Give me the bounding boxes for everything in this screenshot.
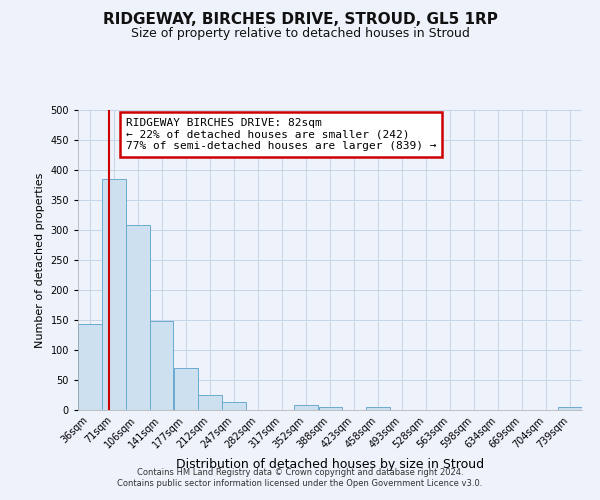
Bar [294,405,317,410]
Text: Contains HM Land Registry data © Crown copyright and database right 2024.
Contai: Contains HM Land Registry data © Crown c… [118,468,482,487]
Bar [199,395,222,410]
Text: Size of property relative to detached houses in Stroud: Size of property relative to detached ho… [131,28,469,40]
X-axis label: Distribution of detached houses by size in Stroud: Distribution of detached houses by size … [176,458,484,471]
Y-axis label: Number of detached properties: Number of detached properties [35,172,45,348]
Bar [319,407,342,410]
Text: RIDGEWAY, BIRCHES DRIVE, STROUD, GL5 1RP: RIDGEWAY, BIRCHES DRIVE, STROUD, GL5 1RP [103,12,497,28]
Bar [126,225,149,410]
Bar [102,179,125,410]
Bar [222,402,246,410]
Bar [558,407,582,410]
Bar [78,324,102,410]
Bar [150,320,173,410]
Bar [175,368,198,410]
Text: RIDGEWAY BIRCHES DRIVE: 82sqm
← 22% of detached houses are smaller (242)
77% of : RIDGEWAY BIRCHES DRIVE: 82sqm ← 22% of d… [126,118,436,151]
Bar [367,407,390,410]
